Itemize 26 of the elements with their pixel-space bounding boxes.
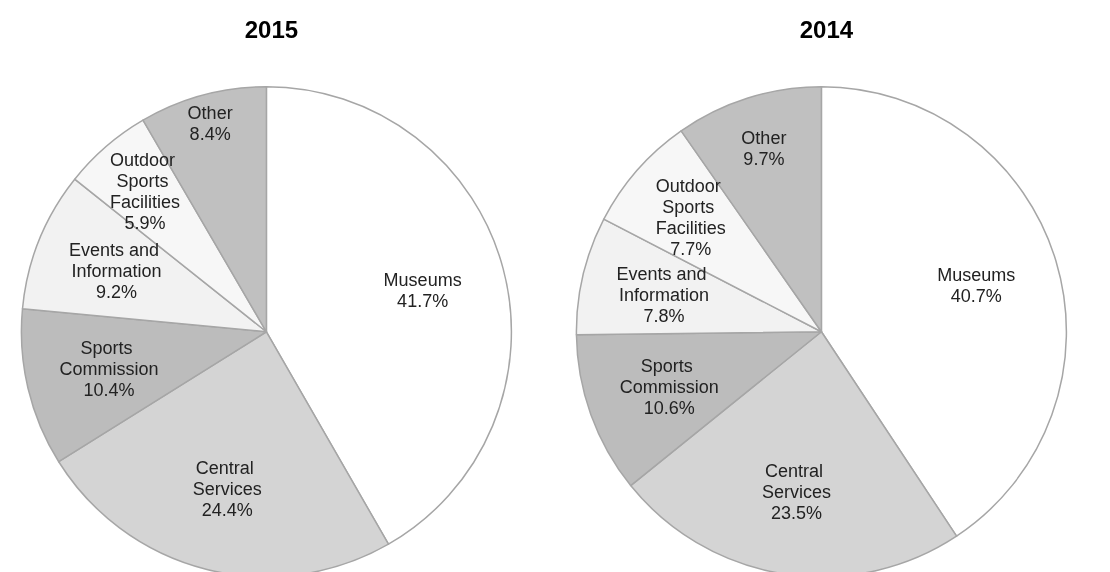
chart-title: 2014 — [799, 15, 854, 43]
slice-label: Outdoor Sports Facilities — [655, 175, 726, 238]
slice-label: Museums — [937, 264, 1016, 285]
slice-label: Central Services — [192, 457, 262, 499]
data-label: 24.4% — [201, 499, 253, 520]
slice-label: Events and Information — [68, 240, 164, 282]
slice-label: Events and Information — [616, 263, 712, 305]
data-label: 5.9% — [124, 212, 166, 233]
data-label: 40.7% — [950, 285, 1002, 306]
slice-label: Sports Commission — [59, 338, 159, 380]
slice-label: Other — [187, 103, 233, 124]
data-label: 10.6% — [643, 397, 695, 418]
data-label: 8.4% — [189, 124, 231, 145]
data-label: 9.2% — [95, 282, 137, 303]
slice-label: Other — [741, 128, 787, 149]
data-label: 23.5% — [771, 502, 823, 523]
slice-label: Sports Commission — [619, 355, 719, 397]
chart-title: 2015 — [244, 15, 299, 43]
data-label: 41.7% — [397, 290, 449, 311]
data-label: 10.4% — [83, 380, 135, 401]
data-label: 9.7% — [743, 149, 785, 170]
slice-label: Outdoor Sports Facilities — [109, 149, 180, 212]
data-label: 7.7% — [670, 238, 712, 259]
data-label: 7.8% — [643, 305, 685, 326]
slice-label: Museums — [383, 269, 462, 290]
slice-label: Central Services — [762, 460, 832, 502]
